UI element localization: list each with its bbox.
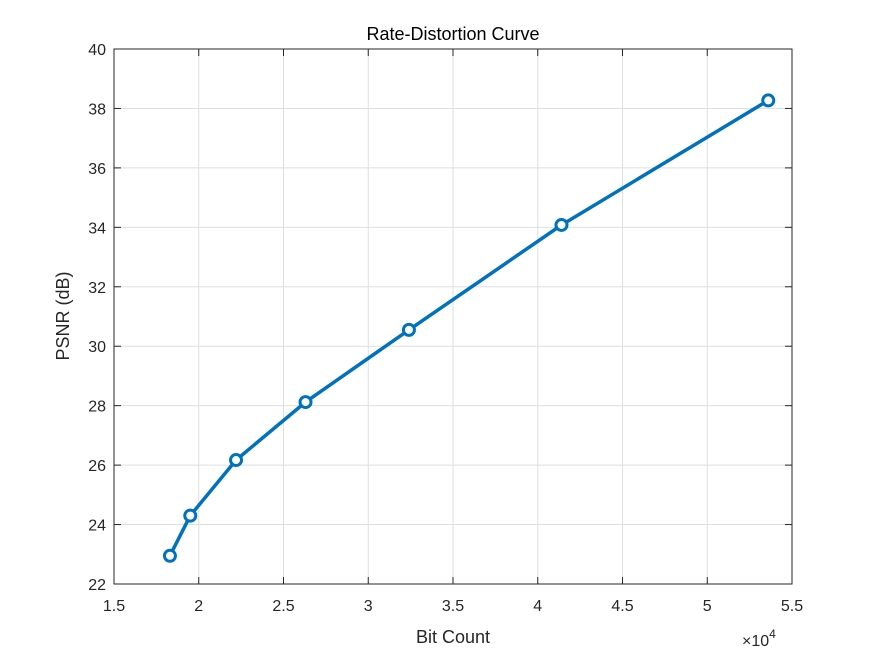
y-tick-label: 28 <box>88 399 106 416</box>
y-tick-label: 34 <box>88 220 106 237</box>
x-tick-label: 4 <box>533 598 542 615</box>
x-axis-label: Bit Count <box>416 627 490 647</box>
data-point-marker <box>554 217 569 232</box>
y-tick-label: 38 <box>88 101 106 118</box>
x-tick-label: 5 <box>703 598 712 615</box>
x-axis-exponent: ×104 <box>742 627 776 650</box>
x-tick-label: 2 <box>194 598 203 615</box>
y-tick-label: 24 <box>88 518 106 535</box>
chart-title: Rate-Distortion Curve <box>366 24 539 44</box>
x-exponent-base: ×10 <box>742 633 769 650</box>
x-exponent-power: 4 <box>769 627 776 641</box>
y-axis-label: PSNR (dB) <box>53 271 73 360</box>
data-point-marker <box>401 322 416 337</box>
y-tick-label: 32 <box>88 280 106 297</box>
y-tick-label: 30 <box>88 339 106 356</box>
y-tick-label: 26 <box>88 458 106 475</box>
data-point-marker <box>162 548 177 563</box>
x-tick-label: 3 <box>364 598 373 615</box>
data-point-marker <box>183 508 198 523</box>
x-tick-label: 2.5 <box>272 598 294 615</box>
y-tick-label: 22 <box>88 577 106 594</box>
data-point-marker <box>298 395 313 410</box>
x-tick-label: 3.5 <box>442 598 464 615</box>
y-tick-label: 40 <box>88 42 106 59</box>
data-point-marker <box>229 453 244 468</box>
x-tick-label: 1.5 <box>103 598 125 615</box>
data-point-marker <box>761 93 776 108</box>
tick-marks <box>113 48 793 585</box>
data-series <box>162 93 776 563</box>
x-tick-label: 4.5 <box>611 598 633 615</box>
tick-labels: 1.5 2 2.5 3 3.5 4 4.5 5 5.5 22 24 26 28 30 32 34 36 38 40 <box>88 42 803 615</box>
y-tick-label: 36 <box>88 161 106 178</box>
x-tick-label: 5.5 <box>781 598 803 615</box>
